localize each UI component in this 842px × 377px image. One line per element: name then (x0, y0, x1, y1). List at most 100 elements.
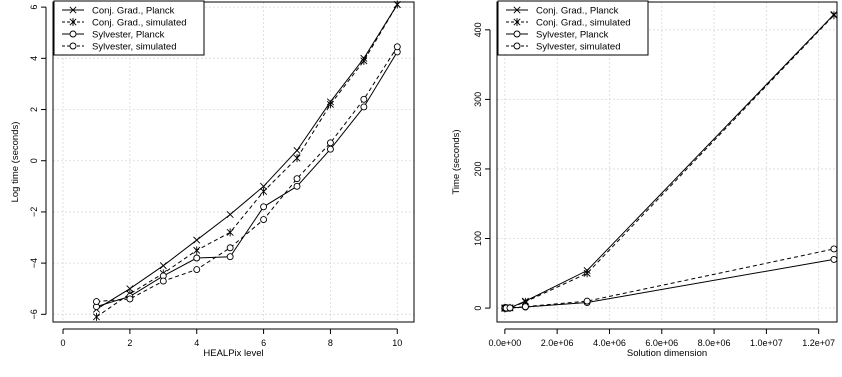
y-tick-label: 400 (473, 22, 483, 37)
legend-marker (69, 6, 77, 14)
series-line (504, 258, 835, 309)
series-2 (501, 11, 838, 313)
data-point (360, 103, 368, 111)
legend-marker (69, 30, 77, 38)
data-point (360, 56, 368, 65)
data-point (126, 285, 134, 293)
series-line (504, 14, 835, 309)
series-3 (501, 255, 838, 312)
data-point (260, 216, 268, 224)
x-tick-label: 2.0e+06 (541, 338, 574, 348)
y-tick-label: 6 (29, 5, 39, 10)
legend-marker (513, 6, 521, 14)
data-point (830, 11, 838, 20)
x-tick-label: 4 (194, 338, 199, 348)
data-point (326, 145, 334, 153)
legend-marker (513, 18, 521, 26)
data-point (193, 246, 201, 255)
y-tick-label: −4 (29, 258, 39, 268)
data-point (226, 244, 234, 252)
series-line (504, 14, 835, 309)
data-point (193, 266, 201, 273)
x-axis-title: Solution dimension (627, 348, 707, 359)
data-point (260, 187, 268, 196)
series-line (96, 4, 398, 310)
data-point (360, 95, 368, 103)
x-tick-label: 0 (61, 338, 66, 348)
data-point (393, 43, 401, 51)
data-point (293, 182, 301, 190)
legend-marker (69, 18, 77, 26)
data-point (92, 312, 100, 321)
x-tick-label: 6 (261, 338, 266, 348)
data-point (159, 277, 167, 285)
data-point (583, 269, 591, 278)
series-4 (501, 245, 838, 312)
data-point (260, 182, 268, 190)
data-point (506, 304, 514, 312)
x-tick-label: 10 (392, 338, 402, 348)
x-tick-label: 6.0e+06 (645, 338, 678, 348)
data-point (293, 175, 301, 183)
series-1 (501, 11, 838, 312)
data-point (293, 146, 301, 154)
legend-marker (69, 42, 77, 50)
x-tick-label: 2 (127, 338, 132, 348)
y-tick-label: 200 (473, 161, 483, 176)
data-point (583, 297, 591, 305)
plot-frame (496, 1, 838, 323)
data-point (93, 298, 100, 305)
legend-marker (513, 42, 521, 50)
data-point (226, 210, 234, 218)
legend-label: Sylvester, simulated (92, 41, 176, 52)
x-tick-label: 4.0e+06 (593, 338, 626, 348)
y-tick-label: 4 (29, 56, 39, 61)
data-point (226, 228, 234, 237)
x-tick-label: 8 (328, 338, 333, 348)
series-4 (93, 43, 401, 305)
y-axis-title: Log time (seconds) (10, 122, 21, 203)
data-point (326, 139, 334, 147)
right-panel-time: 0.0e+00 2.0e+06 4.0e+06 6.0e+06 8.0e+06 1.0e+… (451, 0, 838, 359)
legend-label: Conj. Grad., simulated (536, 17, 631, 28)
series-line (96, 4, 398, 318)
legend-label: Conj. Grad., Planck (536, 5, 619, 16)
legend-marker (513, 30, 521, 38)
data-point (193, 236, 201, 244)
x-tick-label: 1.0e+07 (750, 338, 783, 348)
y-tick-label: 2 (29, 107, 39, 112)
y-tick-label: −2 (29, 207, 39, 217)
y-tick-label: 300 (473, 92, 483, 107)
x-axis-title: HEALPix level (203, 348, 263, 359)
x-tick-label: 1.2e+07 (802, 338, 835, 348)
y-tick-label: 0 (29, 158, 39, 163)
data-point (830, 245, 838, 253)
data-point (393, 0, 401, 9)
data-point (521, 303, 529, 311)
data-point (126, 295, 134, 303)
data-point (159, 262, 167, 270)
data-point (326, 100, 334, 109)
data-point (830, 255, 838, 263)
y-tick-label: −6 (29, 309, 39, 319)
data-point (260, 203, 268, 211)
y-axis-title: Time (seconds) (451, 129, 462, 194)
data-point (226, 253, 234, 261)
y-tick-label: 0 (473, 306, 483, 311)
series-line (96, 46, 398, 303)
legend-label: Sylvester, Planck (536, 29, 609, 40)
data-point (293, 154, 301, 163)
plot-frame (52, 1, 415, 323)
data-point (193, 254, 201, 262)
x-tick-label: 8.0e+06 (698, 338, 731, 348)
x-tick-label: 0.0e+00 (488, 338, 521, 348)
series-line (504, 248, 835, 309)
series-line (96, 51, 398, 308)
series-3 (93, 48, 401, 311)
legend-label: Conj. Grad., Planck (92, 5, 175, 16)
y-tick-label: 100 (473, 231, 483, 246)
legend-label: Conj. Grad., simulated (92, 17, 187, 28)
legend-label: Sylvester, simulated (536, 41, 620, 52)
